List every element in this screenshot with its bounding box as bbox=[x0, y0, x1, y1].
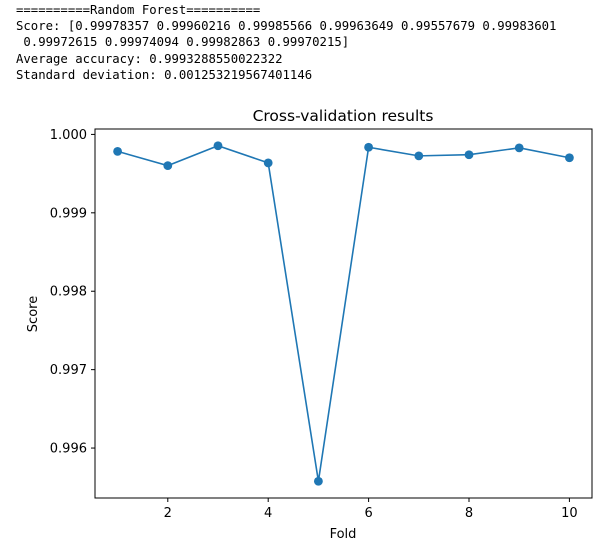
score-point-fold-2 bbox=[163, 161, 173, 171]
console-score-line-2: 0.99972615 0.99974094 0.99982863 0.99970… bbox=[16, 35, 350, 50]
plot-frame bbox=[94, 128, 593, 499]
score-point-fold-10 bbox=[565, 153, 574, 163]
score-point-fold-7 bbox=[414, 151, 424, 161]
score-point-fold-9 bbox=[514, 143, 524, 153]
x-tick-label: 2 bbox=[164, 506, 172, 521]
score-point-fold-1 bbox=[113, 146, 122, 156]
y-axis-label: Score bbox=[26, 296, 41, 332]
console-score-line-1: Score: [0.99978357 0.99960216 0.99985566… bbox=[16, 19, 557, 34]
y-tick-label: 1.000 bbox=[50, 128, 87, 143]
score-point-fold-3 bbox=[213, 141, 223, 151]
x-tick-label: 8 bbox=[465, 506, 473, 521]
console-std-line: Standard deviation: 0.001253219567401146 bbox=[16, 67, 313, 82]
cross-validation-chart: Cross-validation results 2 4 6 8 10 0.9960.9… bbox=[26, 107, 593, 542]
score-point-fold-5 bbox=[313, 476, 323, 486]
console-average-line: Average accuracy: 0.9993288550022322 bbox=[16, 51, 283, 66]
y-axis-ticks: 0.996 0.997 0.998 0.999 1.000 bbox=[50, 128, 95, 457]
y-tick-label: 0.996 bbox=[50, 442, 87, 457]
y-tick-label: 0.998 bbox=[50, 285, 87, 300]
score-points bbox=[113, 141, 574, 486]
x-tick-label: 10 bbox=[561, 506, 578, 521]
x-axis-label: Fold bbox=[330, 527, 357, 542]
x-axis-ticks: 2 4 6 8 10 bbox=[164, 498, 578, 521]
x-tick-label: 6 bbox=[364, 506, 372, 521]
console-header: ==========Random Forest========== bbox=[16, 3, 261, 17]
y-tick-label: 0.999 bbox=[50, 206, 87, 221]
score-point-fold-8 bbox=[464, 150, 474, 160]
score-series-line bbox=[117, 144, 570, 482]
x-tick-label: 4 bbox=[264, 506, 272, 521]
score-point-fold-6 bbox=[364, 142, 374, 152]
chart-title: Cross-validation results bbox=[253, 107, 434, 125]
y-tick-label: 0.997 bbox=[50, 363, 87, 378]
console-output: ==========Random Forest========== Score: … bbox=[16, 2, 556, 83]
score-point-fold-4 bbox=[263, 158, 273, 168]
